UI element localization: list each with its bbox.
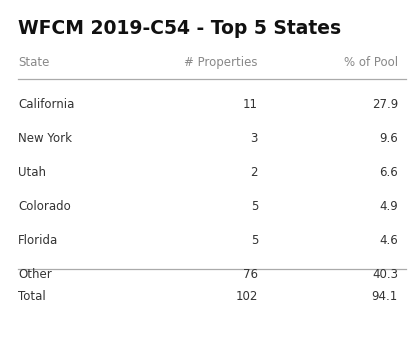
Text: 6.6: 6.6 [379, 166, 398, 180]
Text: Other: Other [18, 269, 52, 281]
Text: Utah: Utah [18, 166, 46, 180]
Text: 4.6: 4.6 [379, 235, 398, 247]
Text: # Properties: # Properties [184, 56, 258, 69]
Text: 4.9: 4.9 [379, 201, 398, 214]
Text: 76: 76 [243, 269, 258, 281]
Text: Colorado: Colorado [18, 201, 71, 214]
Text: 11: 11 [243, 98, 258, 112]
Text: 5: 5 [251, 235, 258, 247]
Text: WFCM 2019-C54 - Top 5 States: WFCM 2019-C54 - Top 5 States [18, 19, 341, 38]
Text: Total: Total [18, 290, 46, 304]
Text: 5: 5 [251, 201, 258, 214]
Text: % of Pool: % of Pool [344, 56, 398, 69]
Text: 40.3: 40.3 [372, 269, 398, 281]
Text: 2: 2 [250, 166, 258, 180]
Text: 3: 3 [251, 132, 258, 146]
Text: 94.1: 94.1 [372, 290, 398, 304]
Text: 9.6: 9.6 [379, 132, 398, 146]
Text: California: California [18, 98, 74, 112]
Text: Florida: Florida [18, 235, 58, 247]
Text: 27.9: 27.9 [372, 98, 398, 112]
Text: 102: 102 [236, 290, 258, 304]
Text: State: State [18, 56, 50, 69]
Text: New York: New York [18, 132, 72, 146]
